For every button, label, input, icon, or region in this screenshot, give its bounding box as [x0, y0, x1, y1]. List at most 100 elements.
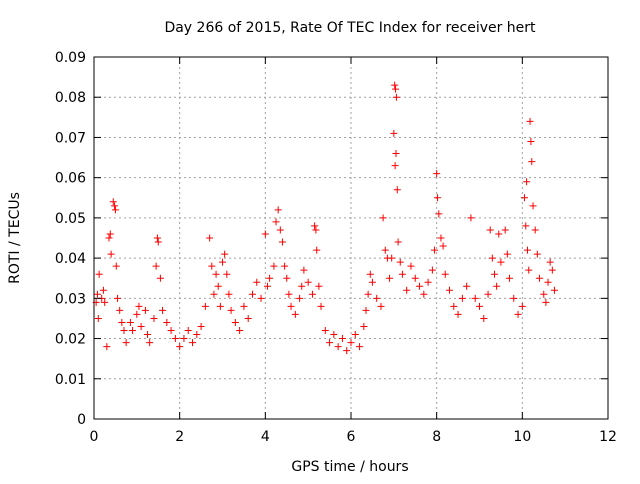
y-axis-label: ROTI / TECUs — [7, 192, 23, 284]
x-axis-label: GPS time / hours — [291, 459, 408, 475]
data-point — [338, 335, 346, 343]
data-point — [393, 186, 401, 194]
data-point — [326, 339, 334, 347]
data-point — [111, 206, 119, 214]
data-point — [244, 314, 252, 322]
data-point — [398, 270, 406, 278]
data-point — [392, 150, 400, 158]
data-point — [321, 327, 329, 335]
data-point — [454, 310, 462, 318]
data-point — [373, 294, 381, 302]
data-point — [276, 226, 284, 234]
data-point — [407, 262, 415, 270]
x-tick-label: 6 — [347, 429, 356, 445]
data-point — [317, 302, 325, 310]
data-point — [272, 218, 280, 226]
data-point — [546, 258, 554, 266]
data-point — [210, 290, 218, 298]
data-point — [163, 318, 171, 326]
data-point — [391, 162, 399, 170]
data-point — [362, 306, 370, 314]
data-point — [261, 230, 269, 238]
data-point — [330, 331, 338, 339]
data-point — [103, 343, 111, 351]
data-point — [146, 339, 154, 347]
data-point — [94, 314, 102, 322]
data-point — [216, 302, 224, 310]
y-tick-label: 0.08 — [55, 90, 86, 106]
data-point — [240, 302, 248, 310]
data-point — [300, 266, 308, 274]
data-point — [439, 242, 447, 250]
data-point — [167, 327, 175, 335]
data-point — [312, 226, 320, 234]
data-point — [308, 290, 316, 298]
data-point — [116, 306, 124, 314]
data-point — [368, 278, 376, 286]
data-point — [527, 137, 535, 145]
data-point — [154, 238, 162, 246]
data-point — [488, 254, 496, 262]
data-point — [315, 282, 323, 290]
data-points — [92, 81, 558, 355]
data-point — [129, 327, 137, 335]
data-point — [206, 234, 214, 242]
data-point — [253, 278, 261, 286]
data-point — [390, 129, 398, 137]
x-tick-label: 0 — [90, 429, 99, 445]
data-point — [416, 282, 424, 290]
data-point — [497, 258, 505, 266]
data-point — [434, 194, 442, 202]
data-point — [126, 318, 134, 326]
data-point — [450, 302, 458, 310]
data-point — [531, 226, 539, 234]
y-tick-label: 0.04 — [55, 251, 86, 267]
data-point — [133, 310, 141, 318]
data-point — [105, 234, 113, 242]
data-point — [281, 262, 289, 270]
chart-title: Day 266 of 2015, Rate Of TEC Index for r… — [164, 20, 536, 36]
data-point — [257, 294, 265, 302]
y-tick-label: 0.06 — [55, 171, 86, 187]
axis-ticks: 0 0.01 0.02 0.03 0.04 0.05 0.06 0.07 0.08 0.09 0 2 4… — [55, 50, 617, 445]
data-point — [446, 286, 454, 294]
data-point — [212, 270, 220, 278]
data-point — [311, 222, 319, 230]
data-point — [540, 290, 548, 298]
data-point — [471, 294, 479, 302]
data-point — [225, 290, 233, 298]
data-point — [114, 294, 122, 302]
data-point — [93, 290, 101, 298]
data-point — [388, 254, 396, 262]
data-point — [248, 290, 256, 298]
data-point — [529, 202, 537, 210]
y-tick-label: 0.09 — [55, 50, 86, 66]
x-tick-label: 10 — [513, 429, 531, 445]
data-point — [184, 327, 192, 335]
data-point — [520, 194, 528, 202]
data-point — [364, 290, 372, 298]
data-point — [476, 302, 483, 310]
grid — [94, 57, 608, 419]
data-point — [458, 294, 466, 302]
data-point — [523, 246, 531, 254]
data-point — [526, 117, 534, 125]
data-point — [351, 331, 359, 339]
data-point — [542, 298, 550, 306]
y-tick-label: 0.03 — [55, 291, 86, 307]
data-point — [283, 274, 291, 282]
data-point — [221, 250, 229, 258]
data-point — [291, 310, 299, 318]
data-point — [266, 274, 274, 282]
data-point — [141, 306, 149, 314]
data-point — [501, 226, 509, 234]
data-point — [270, 262, 278, 270]
data-point — [366, 270, 374, 278]
data-point — [435, 210, 443, 218]
data-point — [428, 266, 436, 274]
data-point — [193, 331, 201, 339]
data-point — [285, 290, 293, 298]
data-point — [201, 302, 209, 310]
